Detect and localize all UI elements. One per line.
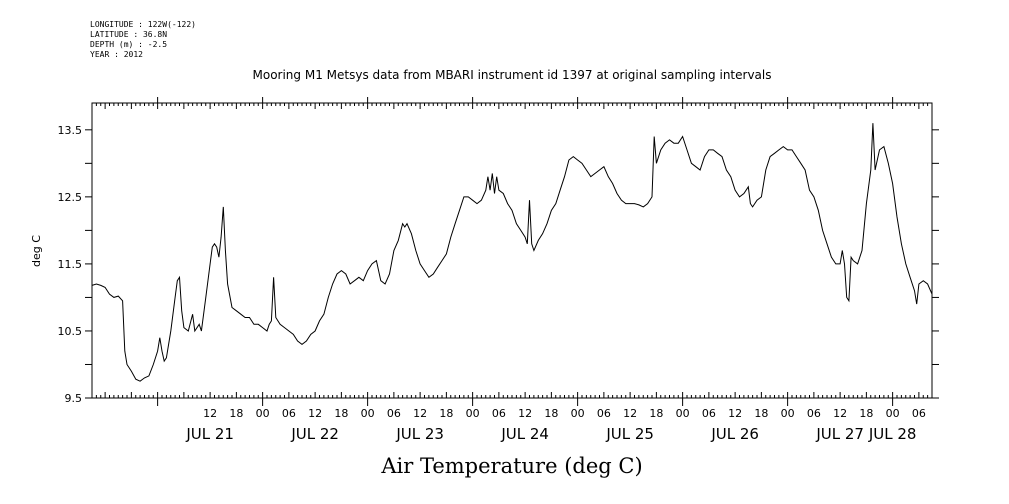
x-tick-label: 18 (649, 407, 663, 420)
depth-label: DEPTH (m) : -2.5 (90, 40, 168, 49)
x-tick-label: 12 (518, 407, 532, 420)
ticks-layer (85, 97, 939, 406)
x-tick-label: 00 (781, 407, 795, 420)
x-tick-label: 18 (754, 407, 768, 420)
y-tick-label: 12.5 (58, 191, 83, 204)
x-tick-label: 00 (571, 407, 585, 420)
x-tick-label: 12 (413, 407, 427, 420)
x-tick-label: 06 (282, 407, 296, 420)
latitude-label: LATITUDE : 36.8N (90, 30, 168, 39)
y-tick-label: 11.5 (58, 258, 83, 271)
x-axis-label: Air Temperature (deg C) (381, 454, 643, 478)
x-tick-label: 00 (361, 407, 375, 420)
x-day-label: JUL 21 (185, 425, 234, 443)
x-tick-label: 00 (256, 407, 270, 420)
x-tick-label: 00 (466, 407, 480, 420)
y-tick-label: 13.5 (58, 124, 83, 137)
x-day-label: JUL 23 (395, 425, 444, 443)
x-tick-label: 18 (544, 407, 558, 420)
x-tick-label: 18 (439, 407, 453, 420)
series-line (91, 123, 933, 382)
x-tick-label: 06 (702, 407, 716, 420)
chart-title: Mooring M1 Metsys data from MBARI instru… (252, 68, 772, 82)
plot-frame (91, 102, 933, 399)
x-tick-label: 18 (334, 407, 348, 420)
x-tick-label: 12 (623, 407, 637, 420)
x-tick-label: 06 (807, 407, 821, 420)
x-tick-label: 18 (229, 407, 243, 420)
x-tick-label: 06 (597, 407, 611, 420)
x-tick-label: 00 (886, 407, 900, 420)
x-tick-label: 06 (387, 407, 401, 420)
x-tick-label: 12 (203, 407, 217, 420)
x-day-label: JUL 25 (605, 425, 654, 443)
x-day-label: JUL 28 (868, 425, 917, 443)
x-day-label: JUL 26 (710, 425, 759, 443)
y-tick-label: 9.5 (65, 392, 83, 405)
y-axis-label: deg C (30, 235, 43, 267)
x-tick-label: 06 (492, 407, 506, 420)
x-tick-label: 06 (912, 407, 926, 420)
x-day-label: JUL 27 (815, 425, 864, 443)
x-day-label: JUL 22 (290, 425, 339, 443)
x-tick-label: 12 (833, 407, 847, 420)
x-day-label: JUL 24 (500, 425, 549, 443)
y-tick-label: 10.5 (58, 325, 83, 338)
x-tick-label: 12 (728, 407, 742, 420)
longitude-label: LONGITUDE : 122W(-122) (90, 20, 196, 29)
x-tick-label: 12 (308, 407, 322, 420)
metadata-block: LONGITUDE : 122W(-122) LATITUDE : 36.8N … (90, 20, 196, 60)
x-tick-label: 18 (859, 407, 873, 420)
labels-layer: 9.5 10.5 11.5 12.5 13.5 12 18 00 06 12 18 00 06 12 18 0… (58, 124, 926, 443)
year-label: YEAR : 2012 (90, 50, 143, 59)
x-tick-label: 00 (676, 407, 690, 420)
axes-layer (91, 102, 933, 399)
